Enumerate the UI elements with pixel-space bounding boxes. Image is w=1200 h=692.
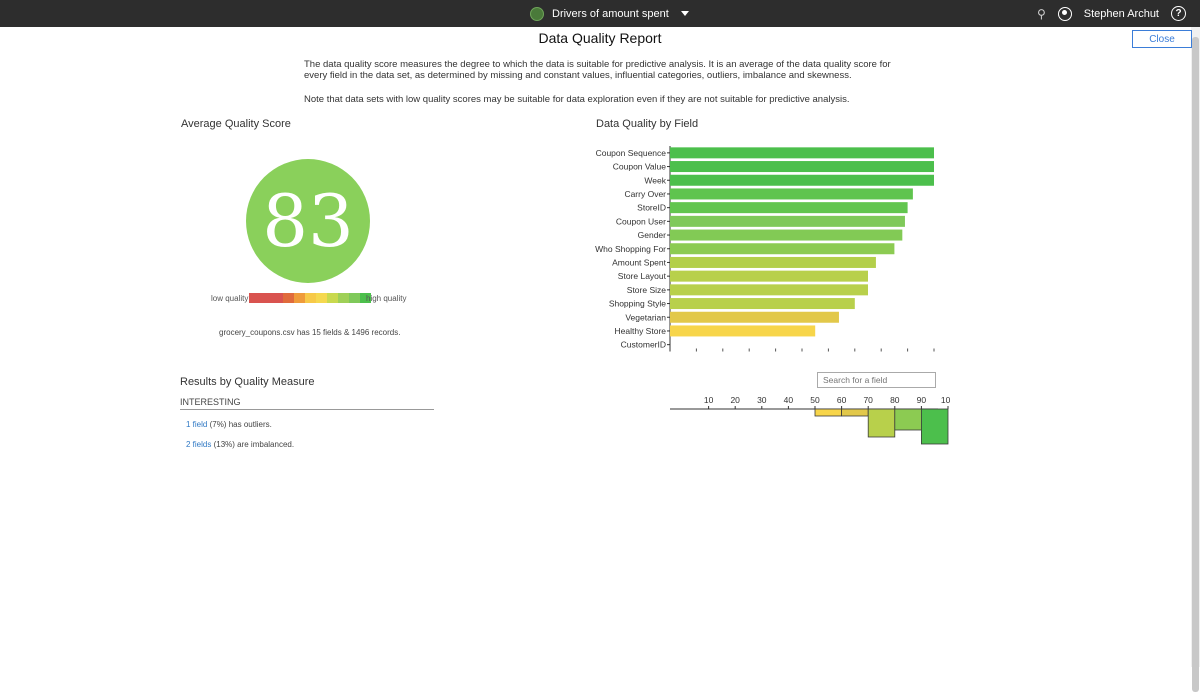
field-chart-heading: Data Quality by Field xyxy=(596,118,699,130)
scrollbar-thumb[interactable] xyxy=(1192,37,1199,692)
records-summary: grocery_coupons.csv has 15 fields & 1496… xyxy=(219,328,401,337)
bar-store-size xyxy=(670,284,868,296)
bar-coupon-value xyxy=(670,161,934,173)
bar-store-layout xyxy=(670,270,868,282)
legend-swatch xyxy=(338,293,349,303)
x-tick-label: 70 xyxy=(863,395,873,405)
outliers-field-link[interactable]: 1 field xyxy=(186,420,208,429)
top-bar: Drivers of amount spent ⚲ Stephen Archut… xyxy=(0,0,1200,27)
y-tick-label: Coupon Value xyxy=(613,162,667,172)
legend-swatch xyxy=(360,293,371,303)
legend-swatch xyxy=(316,293,327,303)
x-tick-label: 40 xyxy=(784,395,794,405)
bar-shopping-style xyxy=(670,298,855,310)
quality-histogram: 10 20 30 40 50 60 70 80 90 100 xyxy=(670,395,950,445)
field-quality-chart: Coupon Sequence Coupon Value Week Carry Ove… xyxy=(595,146,935,352)
outliers-text: (7%) has outliers. xyxy=(207,420,272,429)
imbalanced-field-link[interactable]: 2 fields xyxy=(186,440,212,449)
y-tick-label: StoreID xyxy=(637,203,666,213)
y-tick-label: Coupon User xyxy=(616,216,666,226)
y-tick-label: Store Layout xyxy=(618,271,667,281)
x-tick-label: 90 xyxy=(917,395,927,405)
report-note: Note that data sets with low quality sco… xyxy=(304,94,850,105)
y-tick-label: Coupon Sequence xyxy=(596,148,667,158)
legend-swatch xyxy=(266,293,283,303)
y-tick-label: Week xyxy=(644,175,666,185)
legend-swatch xyxy=(294,293,305,303)
bar-vegetarian xyxy=(670,311,839,323)
interesting-label: INTERESTING xyxy=(180,397,241,407)
legend-swatch xyxy=(283,293,294,303)
app-logo-icon xyxy=(530,6,544,21)
imbalanced-text: (13%) are imbalanced. xyxy=(211,440,295,449)
y-tick-label: Store Size xyxy=(627,285,666,295)
histogram-bar xyxy=(814,408,843,417)
legend-swatch xyxy=(249,293,266,303)
chevron-down-icon xyxy=(680,11,689,16)
histogram-bar xyxy=(894,408,922,431)
x-tick-label: 10 xyxy=(704,395,714,405)
x-tick-label: 30 xyxy=(757,395,767,405)
scrollbar[interactable] xyxy=(1191,27,1200,692)
user-name[interactable]: Stephen Archut xyxy=(1083,7,1159,20)
bar-carry-over xyxy=(670,188,913,200)
legend-swatch xyxy=(327,293,338,303)
pin-icon[interactable]: ⚲ xyxy=(1036,6,1046,21)
y-tick-label: Gender xyxy=(638,230,667,240)
measure-row-outliers: 1 field (7%) has outliers. xyxy=(186,420,272,429)
report-description: The data quality score measures the degr… xyxy=(304,59,891,81)
bar-week xyxy=(670,174,934,186)
divider xyxy=(180,409,434,410)
score-circle: 83 xyxy=(246,159,370,283)
y-tick-label: Amount Spent xyxy=(612,257,667,267)
legend-swatch xyxy=(305,293,316,303)
bar-coupon-sequence xyxy=(670,147,934,159)
y-tick-label: Who Shopping For xyxy=(595,244,666,254)
bar-storeid xyxy=(670,202,908,214)
bar-coupon-user xyxy=(670,215,905,227)
histogram-bar xyxy=(920,408,949,445)
close-button[interactable]: Close xyxy=(1132,30,1192,48)
bar-gender xyxy=(670,229,903,241)
legend-swatch xyxy=(349,293,360,303)
y-tick-label: Vegetarian xyxy=(625,312,666,322)
legend-high-label: high quality xyxy=(366,294,407,303)
results-heading: Results by Quality Measure xyxy=(180,376,315,388)
help-icon[interactable]: ? xyxy=(1171,6,1186,21)
x-tick-label: 50 xyxy=(810,395,820,405)
bar-who-shopping-for xyxy=(670,243,895,255)
histogram-bar xyxy=(841,408,869,417)
page-title: Data Quality Report xyxy=(538,30,662,46)
y-tick-label: Healthy Store xyxy=(615,326,667,336)
field-search-input[interactable] xyxy=(817,372,936,388)
bar-amount-spent xyxy=(670,256,876,268)
y-tick-label: Shopping Style xyxy=(609,299,666,309)
quality-legend-bar xyxy=(249,293,371,303)
bar-healthy-store xyxy=(670,325,816,337)
user-icon xyxy=(1057,6,1072,21)
x-tick-label: 100 xyxy=(941,395,950,405)
average-score-heading: Average Quality Score xyxy=(181,118,291,130)
measure-row-imbalanced: 2 fields (13%) are imbalanced. xyxy=(186,440,294,449)
x-tick-label: 20 xyxy=(730,395,740,405)
y-tick-label: Carry Over xyxy=(624,189,666,199)
x-tick-label: 60 xyxy=(837,395,847,405)
x-tick-label: 80 xyxy=(890,395,900,405)
legend-low-label: low quality xyxy=(211,294,249,303)
histogram-bar xyxy=(867,408,896,438)
project-title: Drivers of amount spent xyxy=(552,7,669,20)
project-switcher[interactable]: Drivers of amount spent xyxy=(530,0,689,27)
y-tick-label: CustomerID xyxy=(621,340,666,350)
